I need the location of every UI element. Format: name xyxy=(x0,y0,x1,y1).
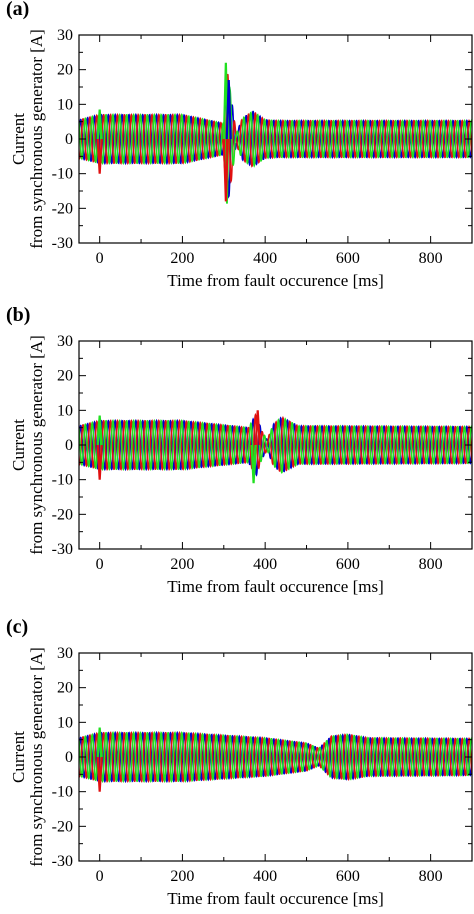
series-line-3 xyxy=(79,86,472,204)
plot-data xyxy=(79,62,472,204)
x-tick-label: 800 xyxy=(419,868,443,885)
y-tick-label: 0 xyxy=(65,131,73,148)
plot-data xyxy=(79,727,472,792)
y-tick-label: 10 xyxy=(57,714,73,731)
y-axis-label-line2: from synchronous generator [A] xyxy=(27,647,46,867)
y-axis-label-line2: from synchronous generator [A] xyxy=(27,335,46,555)
y-tick-label: 20 xyxy=(57,368,73,385)
x-tick-label: 800 xyxy=(419,250,443,267)
transient-spike xyxy=(96,138,103,174)
x-tick-label: 200 xyxy=(170,556,194,573)
chart-panel-1: -30 -20 -10 0 10 20 30 0 200 400 600 800 Time from f… xyxy=(6,0,473,290)
x-tick-label: 400 xyxy=(253,868,277,885)
panel-label: (c) xyxy=(6,616,28,638)
y-tick-label: 20 xyxy=(57,62,73,79)
transient-spike xyxy=(225,80,232,140)
x-axis-label: Time from fault occurence [ms] xyxy=(167,271,384,290)
x-tick-label: 0 xyxy=(96,868,104,885)
x-tick-label: 800 xyxy=(419,556,443,573)
x-tick-label: 0 xyxy=(96,556,104,573)
series-line-1 xyxy=(79,416,472,477)
x-tick-label: 600 xyxy=(336,250,360,267)
y-tick-label: 20 xyxy=(57,680,73,697)
transient-spike xyxy=(254,410,261,446)
y-tick-label: 0 xyxy=(65,437,73,454)
y-tick-label: -30 xyxy=(52,541,73,558)
y-tick-label: -20 xyxy=(52,506,73,523)
series-line-1 xyxy=(79,730,472,784)
x-axis-label: Time from fault occurence [ms] xyxy=(167,577,384,596)
y-tick-label: -10 xyxy=(52,784,73,801)
y-tick-label: -10 xyxy=(52,472,73,489)
y-tick-label: 30 xyxy=(57,27,73,44)
series-line-2 xyxy=(79,730,472,784)
transient-spike xyxy=(96,727,103,758)
transient-spike xyxy=(222,138,229,202)
y-tick-label: -20 xyxy=(52,200,73,217)
y-tick-label: -30 xyxy=(52,235,73,252)
transient-spike xyxy=(96,756,103,792)
y-tick-label: 30 xyxy=(57,645,73,662)
y-axis-label-line1: Current xyxy=(9,731,28,783)
y-tick-label: 10 xyxy=(57,96,73,113)
x-tick-label: 400 xyxy=(253,250,277,267)
y-tick-label: 30 xyxy=(57,333,73,350)
y-tick-label: -10 xyxy=(52,166,73,183)
x-tick-label: 600 xyxy=(336,556,360,573)
x-axis-label: Time from fault occurence [ms] xyxy=(167,889,384,908)
y-tick-label: -20 xyxy=(52,818,73,835)
transient-spike xyxy=(96,444,103,480)
series-line-3 xyxy=(79,730,472,784)
transient-spike xyxy=(96,415,103,446)
y-tick-label: 10 xyxy=(57,402,73,419)
x-tick-label: 0 xyxy=(96,250,104,267)
series-line-2 xyxy=(79,73,472,184)
y-axis-label-line1: Current xyxy=(9,113,28,165)
series-line-3 xyxy=(79,416,472,475)
x-tick-label: 200 xyxy=(170,868,194,885)
series-line-1 xyxy=(79,92,472,199)
chart-panel-3: -30 -20 -10 0 10 20 30 0 200 400 600 800 Time from f… xyxy=(6,616,473,908)
x-tick-label: 200 xyxy=(170,250,194,267)
panel-label: (a) xyxy=(6,0,29,20)
transient-spike xyxy=(96,109,103,140)
series-line-2 xyxy=(79,412,472,473)
y-tick-label: 0 xyxy=(65,749,73,766)
panel-label: (b) xyxy=(6,304,30,326)
x-tick-label: 600 xyxy=(336,868,360,885)
chart-panel-2: -30 -20 -10 0 10 20 30 0 200 400 600 800 Time from f… xyxy=(6,304,473,596)
y-axis-label-line2: from synchronous generator [A] xyxy=(27,29,46,249)
y-tick-label: -30 xyxy=(52,853,73,870)
x-tick-label: 400 xyxy=(253,556,277,573)
y-axis-label-line1: Current xyxy=(9,419,28,471)
transient-spike xyxy=(250,444,257,484)
plot-data xyxy=(79,410,472,484)
